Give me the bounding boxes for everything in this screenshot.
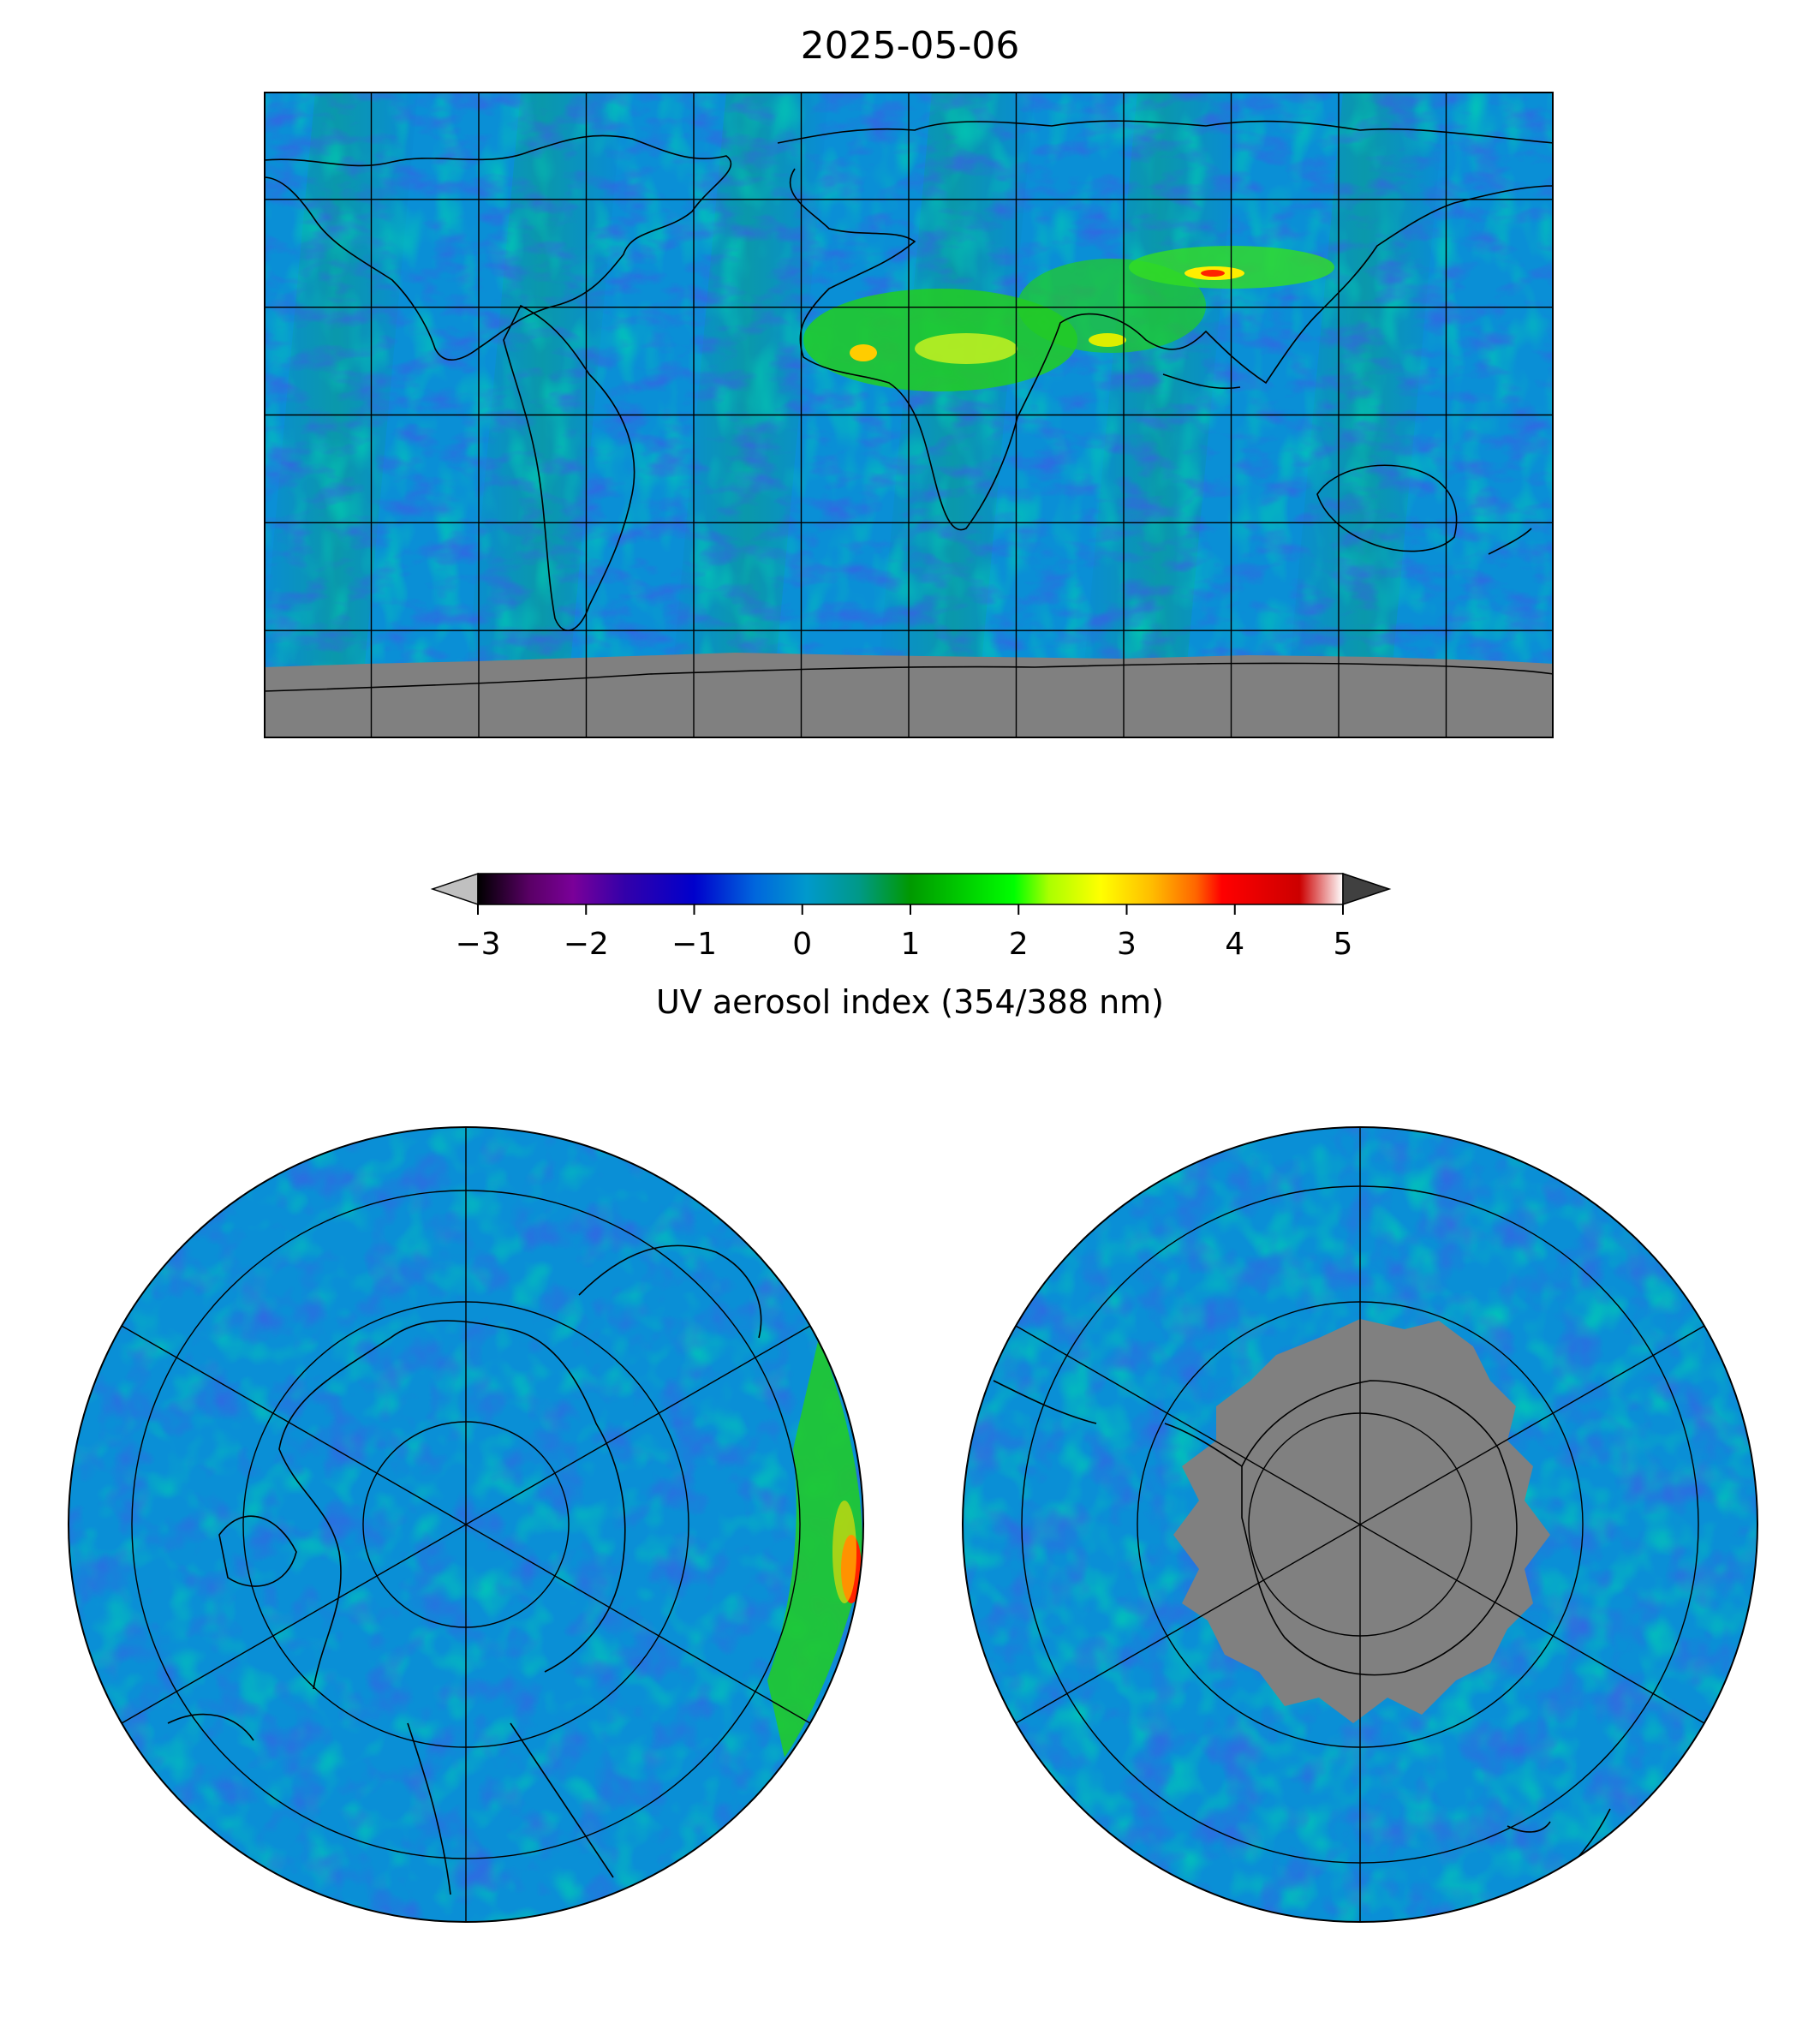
map-frame (68, 1126, 864, 1923)
south-polar-map (959, 1124, 1761, 1925)
colorbar-tick-label: 2 (1009, 927, 1029, 962)
map-title: 2025-05-06 (800, 24, 1020, 68)
global-map-canvas (264, 92, 1554, 738)
no-data-region (1173, 1319, 1550, 1723)
colorbar-tick-label: −2 (564, 927, 609, 962)
colorbar-label: UV aerosol index (354/388 nm) (655, 983, 1164, 1021)
gridlines (1015, 1127, 1705, 1922)
colorbar-gradient (477, 873, 1344, 905)
coastlines (167, 1244, 762, 1895)
colorbar-ticks (477, 904, 1344, 915)
colorbar-tick-label: 1 (901, 927, 921, 962)
colorbar-tick-label: 4 (1225, 927, 1244, 962)
colorbar-tick-label: 3 (1117, 927, 1137, 962)
colorbar-over-arrow (1342, 872, 1392, 906)
global-map (264, 92, 1554, 738)
colorbar-under-arrow (430, 872, 479, 906)
colorbar-tick-label: 0 (792, 927, 812, 962)
north-polar-map (65, 1124, 867, 1925)
map-frame (264, 92, 1554, 738)
colorbar-tick-label: 5 (1334, 927, 1353, 962)
colorbar-tick-label: −1 (671, 927, 717, 962)
gridlines (121, 1127, 811, 1922)
map-frame (962, 1126, 1758, 1923)
dust-plume (803, 246, 1334, 391)
gridlines (264, 92, 1554, 738)
dust-plume (767, 1338, 862, 1757)
colorbar-tick-label: −3 (455, 927, 500, 962)
colorbar: −3 −2 −1 0 1 2 3 4 5 (428, 872, 1396, 975)
